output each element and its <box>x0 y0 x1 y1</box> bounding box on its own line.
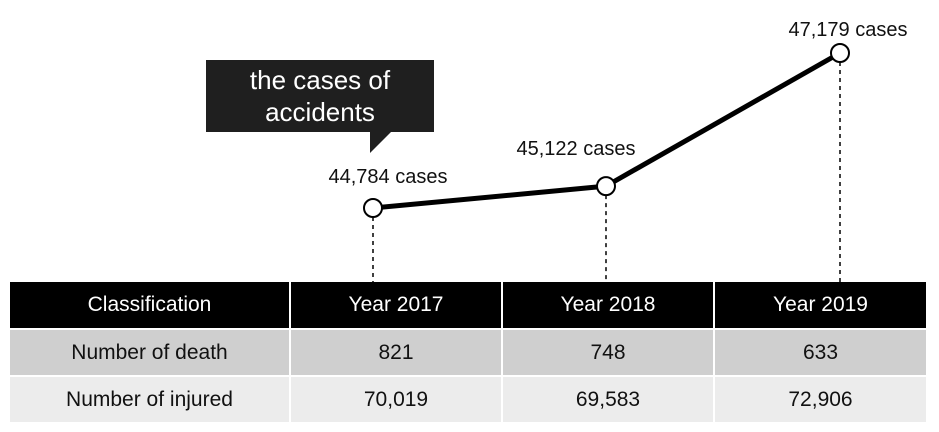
table-cell: 72,906 <box>713 375 926 422</box>
table-header-row: Classification Year 2017 Year 2018 Year … <box>10 282 926 329</box>
table-cell: 70,019 <box>289 375 502 422</box>
header-classification: Classification <box>10 282 290 329</box>
data-label-2017: 44,784 cases <box>329 166 448 188</box>
series-line-segment-1 <box>372 183 607 211</box>
data-point-2017 <box>363 198 383 218</box>
row-label-injured: Number of injured <box>10 375 290 422</box>
series-line-segment-2 <box>604 50 842 189</box>
chart-title-callout: the cases of accidents <box>206 60 434 132</box>
table-cell: 821 <box>289 328 502 376</box>
table-cell: 69,583 <box>501 375 714 422</box>
accident-stats-table: Classification Year 2017 Year 2018 Year … <box>10 282 926 422</box>
callout-line-1: the cases of <box>249 65 391 95</box>
data-label-2019: 47,179 cases <box>789 19 908 41</box>
header-year-2017: Year 2017 <box>289 282 502 329</box>
callout-line-2: accidents <box>265 97 375 127</box>
table-row: Number of death 821 748 633 <box>10 328 926 376</box>
table-cell: 748 <box>501 328 714 376</box>
header-year-2019: Year 2019 <box>713 282 926 329</box>
data-point-2019 <box>830 43 850 63</box>
header-year-2018: Year 2018 <box>501 282 714 329</box>
data-label-2018: 45,122 cases <box>517 138 636 160</box>
data-point-2018 <box>596 176 616 197</box>
line-chart: 44,784 cases 45,122 cases 47,179 cases <box>329 19 908 282</box>
callout-pointer <box>370 131 392 153</box>
table-row: Number of injured 70,019 69,583 72,906 <box>10 375 926 422</box>
row-label-death: Number of death <box>10 328 290 376</box>
table-cell: 633 <box>713 328 926 376</box>
